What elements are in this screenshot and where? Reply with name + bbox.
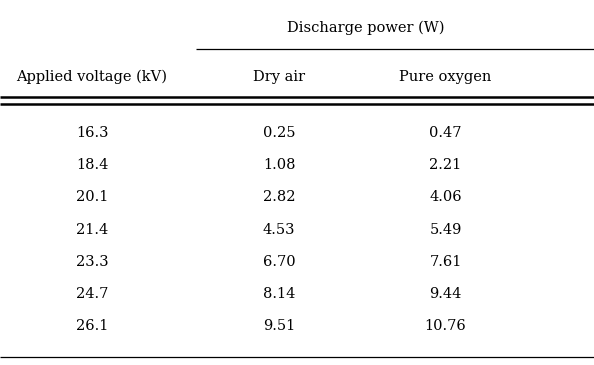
- Text: 7.61: 7.61: [429, 255, 462, 269]
- Text: 18.4: 18.4: [76, 158, 108, 172]
- Text: 26.1: 26.1: [76, 319, 108, 333]
- Text: 16.3: 16.3: [76, 126, 108, 140]
- Text: Dry air: Dry air: [253, 70, 305, 84]
- Text: 9.44: 9.44: [429, 287, 462, 301]
- Text: 4.53: 4.53: [263, 223, 295, 237]
- Text: 21.4: 21.4: [76, 223, 108, 237]
- Text: 1.08: 1.08: [263, 158, 295, 172]
- Text: 2.82: 2.82: [263, 191, 295, 204]
- Text: 0.25: 0.25: [263, 126, 295, 140]
- Text: 9.51: 9.51: [263, 319, 295, 333]
- Text: 23.3: 23.3: [76, 255, 108, 269]
- Text: Discharge power (W): Discharge power (W): [286, 20, 444, 35]
- Text: 5.49: 5.49: [429, 223, 462, 237]
- Text: 0.47: 0.47: [429, 126, 462, 140]
- Text: 10.76: 10.76: [425, 319, 466, 333]
- Text: 24.7: 24.7: [76, 287, 108, 301]
- Text: 2.21: 2.21: [429, 158, 462, 172]
- Text: 4.06: 4.06: [429, 191, 462, 204]
- Text: Applied voltage (kV): Applied voltage (kV): [17, 69, 168, 84]
- Text: 20.1: 20.1: [76, 191, 108, 204]
- Text: 6.70: 6.70: [263, 255, 295, 269]
- Text: 8.14: 8.14: [263, 287, 295, 301]
- Text: Pure oxygen: Pure oxygen: [399, 70, 492, 84]
